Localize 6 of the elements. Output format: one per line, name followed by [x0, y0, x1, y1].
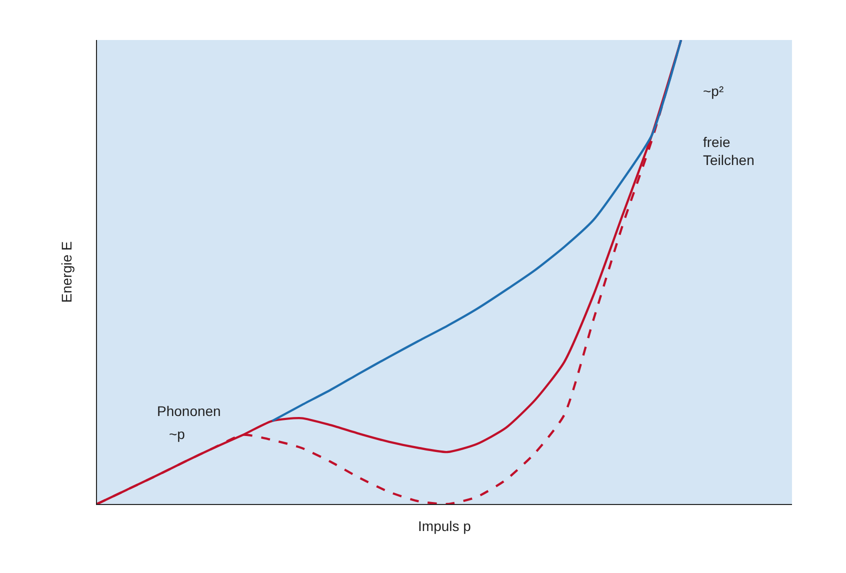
- text: ~p²: [703, 83, 724, 99]
- text: freie Teilchen: [703, 134, 754, 168]
- x-axis-title: Impuls p: [418, 518, 472, 534]
- annotation: ~p: [169, 426, 186, 442]
- y-axis-title: Energie E: [58, 241, 74, 303]
- annotation: Phononen: [157, 403, 221, 419]
